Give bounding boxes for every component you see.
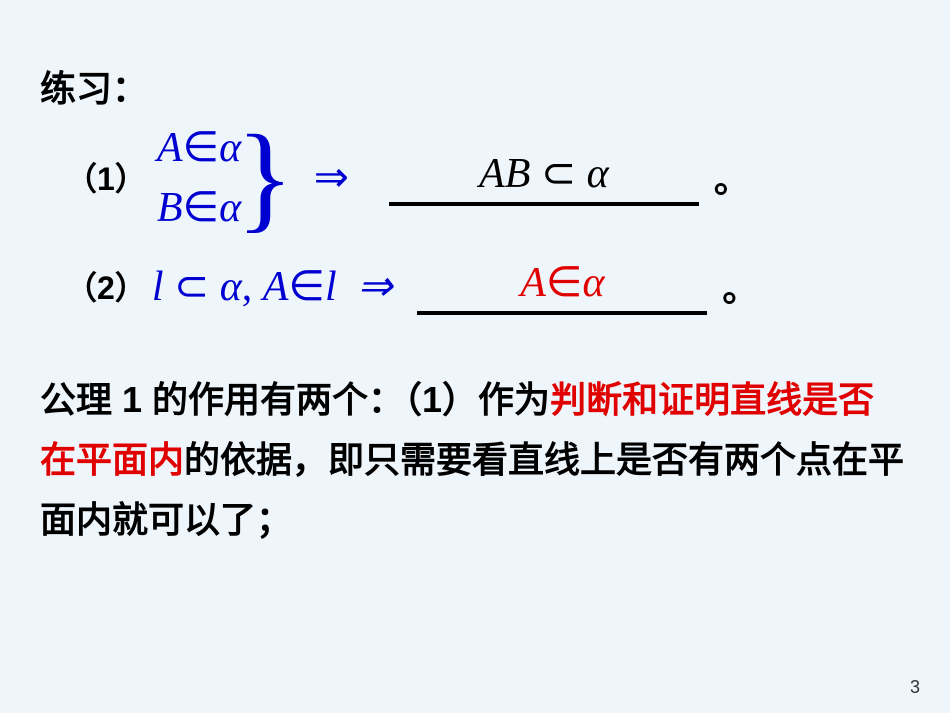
body-part-1: 公理 1 的作用有两个：（1）作为 <box>40 379 550 420</box>
sym-alpha: α <box>587 151 609 197</box>
underline-1 <box>389 200 699 206</box>
sym-l: l <box>152 264 164 310</box>
sym-A: A <box>157 125 183 171</box>
sym-subset: ⊂ <box>541 151 576 197</box>
period-2: 。 <box>722 260 758 312</box>
sym-in: ∈ <box>288 264 325 310</box>
item1-label: （1） <box>65 154 147 200</box>
sym-in: ∈ <box>546 260 583 306</box>
blank-1: AB ⊂ α <box>389 148 699 206</box>
premise-B-in-alpha: B∈α <box>157 182 241 232</box>
premise-2: l ⊂ α, A∈l ⇒ <box>152 261 398 311</box>
exercise-2: （2） l ⊂ α, A∈l ⇒ A∈α 。 <box>65 257 910 315</box>
sym-comma: , <box>242 264 253 310</box>
brace-block: A∈α B∈α } <box>157 122 294 232</box>
body-text: 公理 1 的作用有两个：（1）作为判断和证明直线是否在平面内的依据，即只需要看直… <box>40 370 910 550</box>
sym-in: ∈ <box>182 185 219 231</box>
sym-alpha: α <box>582 260 604 306</box>
item2-label: （2） <box>65 263 147 309</box>
period-1: 。 <box>714 151 750 203</box>
sym-alpha: α <box>220 264 242 310</box>
implies-arrow: ⇒ <box>314 152 349 202</box>
underline-2 <box>417 309 707 315</box>
premise-A-in-alpha: A∈α <box>157 122 241 172</box>
blank-2: A∈α <box>417 257 707 315</box>
sym-in: ∈ <box>182 125 219 171</box>
sym-A: A <box>520 260 546 306</box>
answer-1: AB ⊂ α <box>479 148 609 198</box>
sym-subset: ⊂ <box>174 264 209 310</box>
title: 练习： <box>40 60 910 112</box>
answer-2: A∈α <box>520 257 604 307</box>
right-brace: } <box>236 122 294 232</box>
slide: 练习： （1） A∈α B∈α } ⇒ AB ⊂ α 。 （2） <box>0 0 950 713</box>
brace-lines: A∈α B∈α <box>157 122 241 232</box>
sym-B: B <box>157 185 183 231</box>
sym-AB: AB <box>479 151 530 197</box>
sym-l: l <box>325 264 337 310</box>
page-number: 3 <box>910 677 920 698</box>
sym-A: A <box>263 264 289 310</box>
exercise-1: （1） A∈α B∈α } ⇒ AB ⊂ α 。 <box>65 122 910 232</box>
implies-arrow: ⇒ <box>357 264 392 310</box>
